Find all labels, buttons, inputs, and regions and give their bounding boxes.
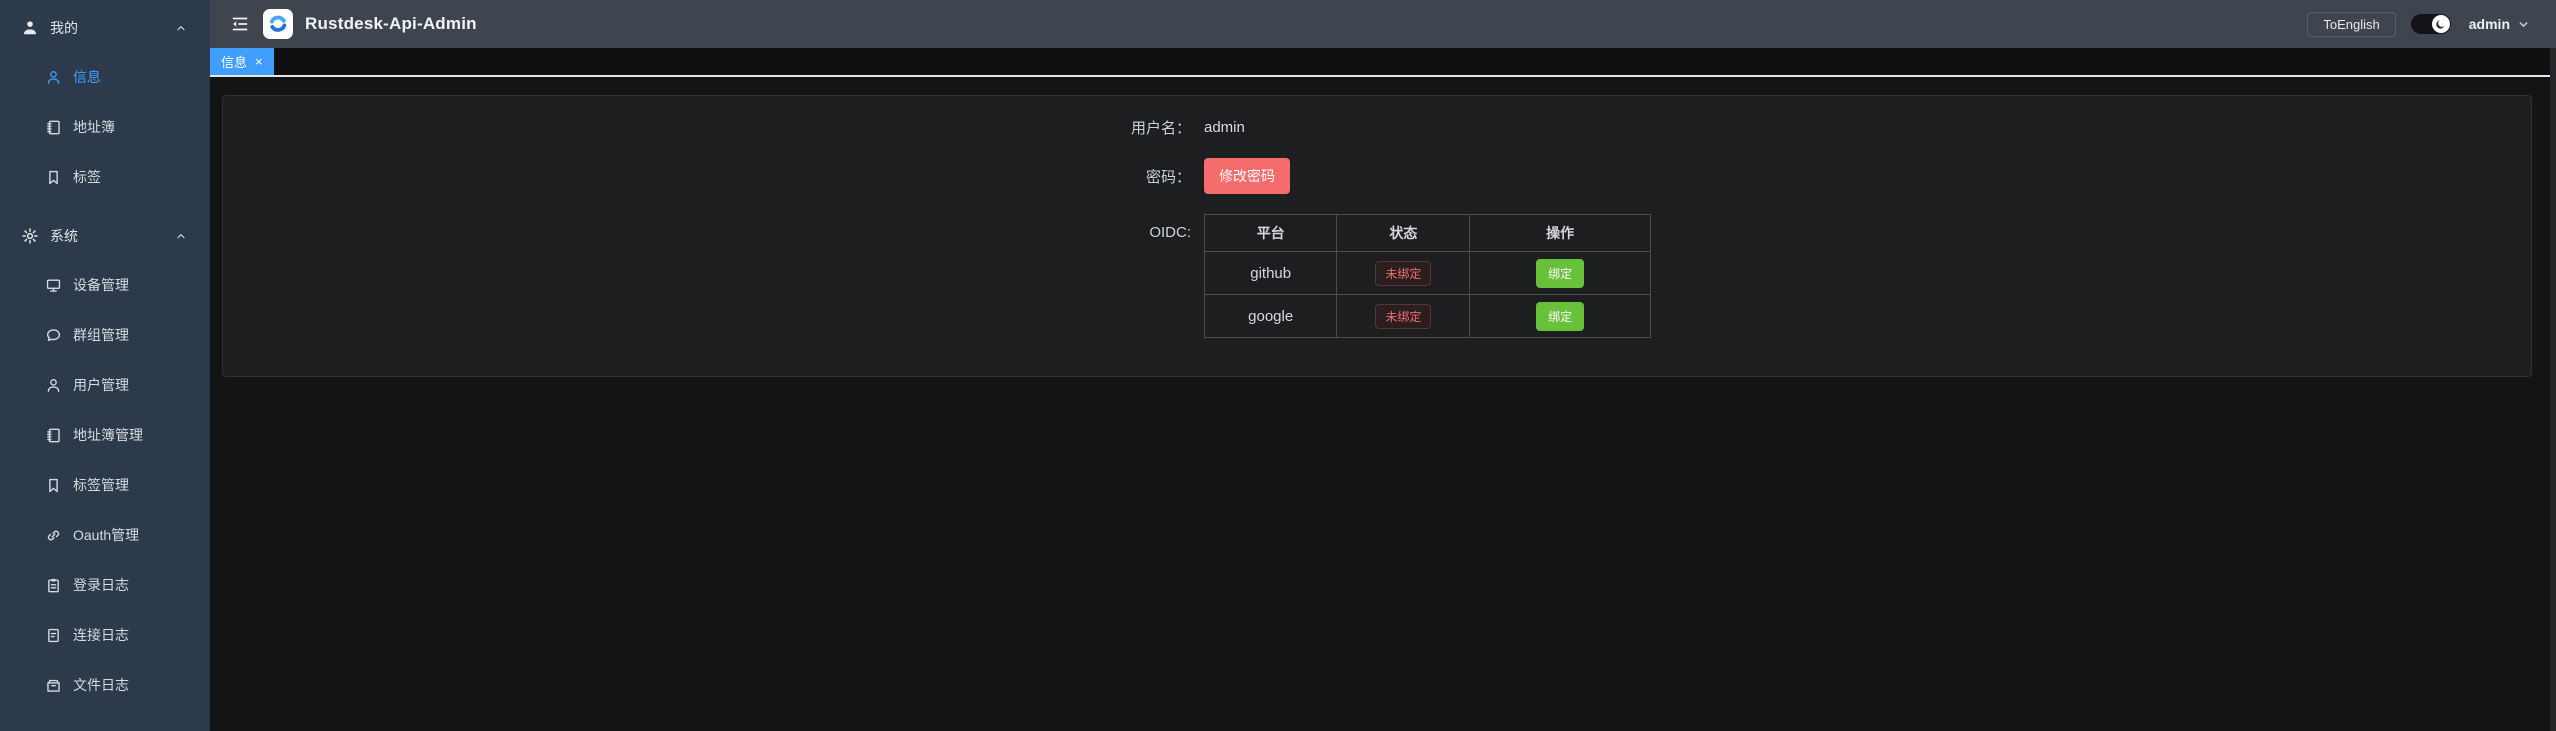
sidebar: 我的信息地址簿标签系统设备管理群组管理用户管理地址簿管理标签管理 Oauth管理登… — [0, 0, 210, 731]
notebook-icon — [45, 119, 62, 136]
scrollbar-track[interactable] — [2550, 48, 2556, 731]
username-label: 用户名： — [1130, 120, 1191, 137]
oidc-status-cell: 未绑定 — [1336, 294, 1471, 338]
sidebar-item-label: 标签管理 — [73, 477, 129, 493]
sidebar-item-address-book[interactable]: 地址簿 — [0, 102, 210, 152]
sidebar-item-connection-logs[interactable]: 连接日志 — [0, 610, 210, 660]
sidebar-item-label: 登录日志 — [73, 577, 129, 593]
sidebar-group-header-system[interactable]: 系统 — [0, 212, 210, 260]
oidc-table-header: 状态 — [1336, 214, 1471, 252]
user-name: admin — [2468, 16, 2510, 32]
oidc-status-cell: 未绑定 — [1336, 251, 1471, 295]
bookmark-icon — [45, 169, 62, 186]
sidebar-item-user-management[interactable]: 用户管理 — [0, 360, 210, 410]
user-info-form: 用户名： admin 密码： 修改密码 OIDC: 平台 状态 操作 github 未… — [1103, 117, 1651, 338]
sidebar-item-group-management[interactable]: 群组管理 — [0, 310, 210, 360]
sidebar-item-tag-management[interactable]: 标签管理 — [0, 460, 210, 510]
chat-icon — [45, 327, 62, 344]
document-icon — [45, 627, 62, 644]
sidebar-item-address-book-management[interactable]: 地址簿管理 — [0, 410, 210, 460]
sidebar-group-label: 系统 — [50, 228, 78, 244]
bind-button[interactable]: 绑定 — [1536, 258, 1585, 288]
chevron-up-icon — [174, 229, 188, 243]
chevron-down-icon — [2517, 18, 2530, 31]
oidc-table-row: google 未绑定 绑定 — [1203, 294, 1651, 338]
sidebar-item-label: 文件日志 — [73, 677, 129, 693]
bind-button[interactable]: 绑定 — [1536, 301, 1585, 331]
tab-info[interactable]: 信息 × — [210, 48, 274, 75]
oidc-row: OIDC: 平台 状态 操作 github 未绑定 绑定 google 未绑定 绑定 — [1103, 214, 1651, 338]
oidc-action-cell: 绑定 — [1469, 294, 1651, 338]
rustdesk-logo-icon — [263, 9, 293, 39]
status-badge: 未绑定 — [1375, 260, 1432, 286]
sidebar-item-device-management[interactable]: 设备管理 — [0, 260, 210, 310]
oidc-table: 平台 状态 操作 github 未绑定 绑定 google 未绑定 绑定 — [1203, 214, 1651, 338]
app-title: Rustdesk-Api-Admin — [305, 14, 477, 33]
sidebar-item-label: 标签 — [73, 169, 101, 185]
sidebar-group-header-mine[interactable]: 我的 — [0, 4, 210, 52]
sidebar-item-label: 用户管理 — [73, 377, 129, 393]
oidc-platform-cell: google — [1203, 294, 1338, 338]
sidebar-item-label: Oauth管理 — [73, 527, 140, 543]
password-label: 密码： — [1145, 168, 1191, 186]
sidebar-item-label: 群组管理 — [73, 327, 129, 343]
sidebar-item-oauth-management[interactable]: Oauth管理 — [0, 510, 210, 560]
to-english-button[interactable]: ToEnglish — [2307, 11, 2396, 37]
user-icon — [45, 69, 62, 86]
sidebar-group-label: 我的 — [50, 20, 78, 36]
sidebar-item-file-logs[interactable]: 文件日志 — [0, 660, 210, 710]
sidebar-item-info[interactable]: 信息 — [0, 52, 210, 102]
tabbar: 信息 × — [210, 48, 2556, 77]
topbar: Rustdesk-Api-Admin ToEnglish admin — [210, 0, 2556, 48]
sidebar-item-label: 地址簿 — [73, 119, 115, 135]
oidc-table-header: 平台 — [1203, 214, 1338, 252]
sidebar-item-label: 连接日志 — [73, 627, 129, 643]
status-badge: 未绑定 — [1375, 303, 1432, 329]
monitor-icon — [45, 277, 62, 294]
oidc-table-header: 操作 — [1469, 214, 1651, 252]
sidebar-item-label: 信息 — [73, 69, 101, 85]
oidc-table-row: github 未绑定 绑定 — [1203, 251, 1651, 295]
archive-icon — [45, 677, 62, 694]
theme-toggle[interactable] — [2410, 14, 2451, 34]
sidebar-item-label: 设备管理 — [73, 277, 129, 293]
sidebar-fold-icon[interactable] — [230, 14, 250, 34]
clipboard-icon — [45, 577, 62, 594]
sidebar-menu: 我的信息地址簿标签系统设备管理群组管理用户管理地址簿管理标签管理 Oauth管理登… — [0, 4, 210, 710]
moon-icon — [2431, 15, 2450, 33]
password-row: 密码： 修改密码 — [1103, 158, 1651, 194]
oidc-label: OIDC: — [1149, 224, 1191, 241]
sidebar-group-mine: 我的信息地址簿标签 — [0, 4, 210, 202]
main-column: Rustdesk-Api-Admin ToEnglish admin 信息 × — [210, 0, 2556, 731]
sidebar-item-login-logs[interactable]: 登录日志 — [0, 560, 210, 610]
sidebar-item-label: 地址簿管理 — [73, 427, 143, 443]
username-value: admin — [1204, 119, 1245, 136]
bookmark-icon — [45, 477, 62, 494]
sidebar-group-system: 系统设备管理群组管理用户管理地址簿管理标签管理 Oauth管理 登录日志连接日志文件… — [0, 212, 210, 710]
sidebar-item-tags[interactable]: 标签 — [0, 152, 210, 202]
oidc-platform-cell: github — [1203, 251, 1338, 295]
link-icon — [45, 527, 62, 544]
oidc-action-cell: 绑定 — [1469, 251, 1651, 295]
close-icon[interactable]: × — [255, 54, 263, 69]
change-password-button[interactable]: 修改密码 — [1204, 158, 1290, 194]
gear-icon — [21, 227, 39, 245]
chevron-up-icon — [174, 21, 188, 35]
content-area: 用户名： admin 密码： 修改密码 OIDC: 平台 状态 操作 github 未… — [210, 77, 2556, 731]
user-filled-icon — [21, 19, 39, 37]
notebook-icon — [45, 427, 62, 444]
tab-label: 信息 — [221, 55, 248, 70]
user-info-panel: 用户名： admin 密码： 修改密码 OIDC: 平台 状态 操作 github 未… — [222, 95, 2532, 377]
user-icon — [45, 377, 62, 394]
user-menu[interactable]: admin — [2469, 16, 2530, 32]
username-row: 用户名： admin — [1103, 117, 1651, 138]
